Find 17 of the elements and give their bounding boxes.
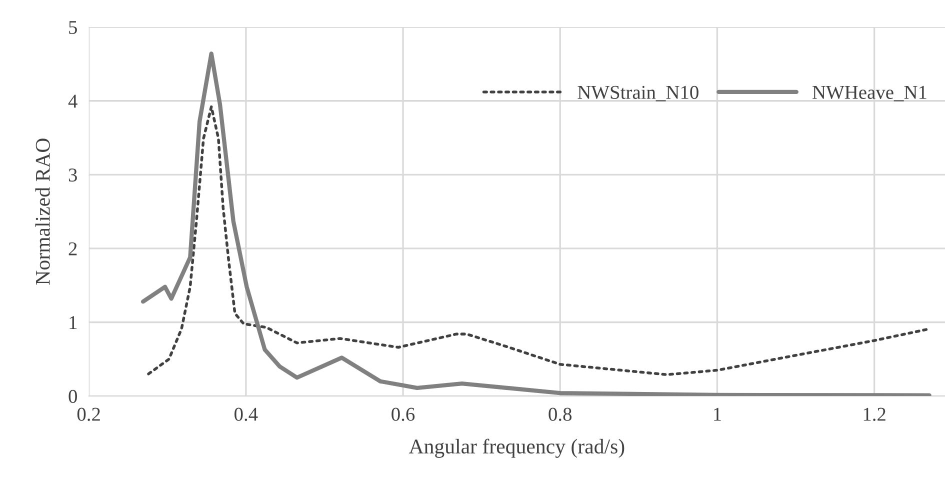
x-tick-label: 1.2 <box>864 408 886 421</box>
x-tick-label: 0.6 <box>392 408 415 421</box>
line-series <box>140 52 932 396</box>
y-axis-title: Normalized RAO <box>35 138 50 285</box>
legend-label: NWStrain_N10 <box>578 86 698 102</box>
y-tick-label: 1 <box>70 316 77 330</box>
y-tick-label: 4 <box>68 94 78 108</box>
x-tick-label: 0.2 <box>77 408 100 421</box>
x-tick-label: 0.8 <box>548 408 572 421</box>
y-tick-label: 0 <box>68 390 77 403</box>
x-axis-title: Angular frequency (rad/s) <box>408 438 624 458</box>
legend-label: NWHeave_N1 <box>812 86 926 102</box>
y-tick-label: 2 <box>68 242 77 256</box>
x-tick-label: 0.4 <box>234 408 258 421</box>
y-tick-label: 3 <box>68 168 77 182</box>
y-tick-label: 5 <box>69 21 77 34</box>
x-tick-label: 1 <box>714 408 721 421</box>
